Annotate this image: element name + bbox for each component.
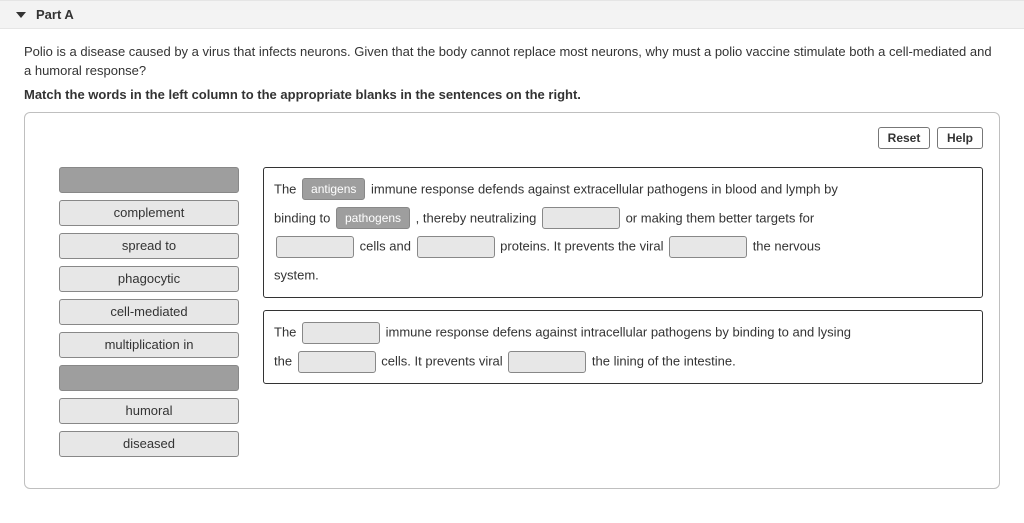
term-item[interactable]: multiplication in [59, 332, 239, 358]
question-prompt: Polio is a disease caused by a virus tha… [0, 29, 1024, 87]
sentence-text: system. [274, 268, 319, 283]
reset-button[interactable]: Reset [878, 127, 931, 149]
term-item[interactable]: phagocytic [59, 266, 239, 292]
sentence-text: immune response defends against extracel… [367, 181, 837, 196]
sentence-area: The antigens immune response defends aga… [251, 167, 983, 396]
term-item[interactable]: humoral [59, 398, 239, 424]
matching-workspace: Reset Help complement spread to phagocyt… [24, 112, 1000, 489]
sentence-text: the [274, 353, 296, 368]
sentence-group-2: The immune response defens against intra… [263, 310, 983, 384]
drop-slot[interactable] [542, 207, 620, 229]
sentence-text: the nervous [749, 239, 821, 254]
term-item[interactable]: cell-mediated [59, 299, 239, 325]
drop-slot[interactable] [298, 351, 376, 373]
part-header[interactable]: Part A [0, 0, 1024, 29]
drop-slot[interactable] [276, 236, 354, 258]
collapse-caret-icon [16, 12, 26, 18]
term-item[interactable]: complement [59, 200, 239, 226]
drop-slot[interactable] [508, 351, 586, 373]
sentence-group-1: The antigens immune response defends aga… [263, 167, 983, 298]
term-bank: complement spread to phagocytic cell-med… [41, 167, 251, 464]
workspace-toolbar: Reset Help [41, 127, 983, 149]
sentence-text: or making them better targets for [622, 210, 814, 225]
drop-slot[interactable] [669, 236, 747, 258]
term-item[interactable] [59, 365, 239, 391]
sentence-text: proteins. It prevents the viral [497, 239, 668, 254]
drop-slot[interactable]: antigens [302, 178, 365, 200]
sentence-text: , thereby neutralizing [412, 210, 540, 225]
sentence-text: cells. It prevents viral [378, 353, 507, 368]
help-button[interactable]: Help [937, 127, 983, 149]
drop-slot[interactable] [417, 236, 495, 258]
question-instruction: Match the words in the left column to th… [0, 87, 1024, 112]
term-item[interactable]: spread to [59, 233, 239, 259]
sentence-text: cells and [356, 239, 415, 254]
part-title: Part A [36, 7, 74, 22]
term-item[interactable] [59, 167, 239, 193]
sentence-text: The [274, 181, 300, 196]
sentence-text: immune response defens against intracell… [382, 324, 851, 339]
sentence-text: the lining of the intestine. [588, 353, 735, 368]
sentence-text: binding to [274, 210, 334, 225]
term-item[interactable]: diseased [59, 431, 239, 457]
drop-slot[interactable]: pathogens [336, 207, 410, 229]
sentence-text: The [274, 324, 300, 339]
drop-slot[interactable] [302, 322, 380, 344]
